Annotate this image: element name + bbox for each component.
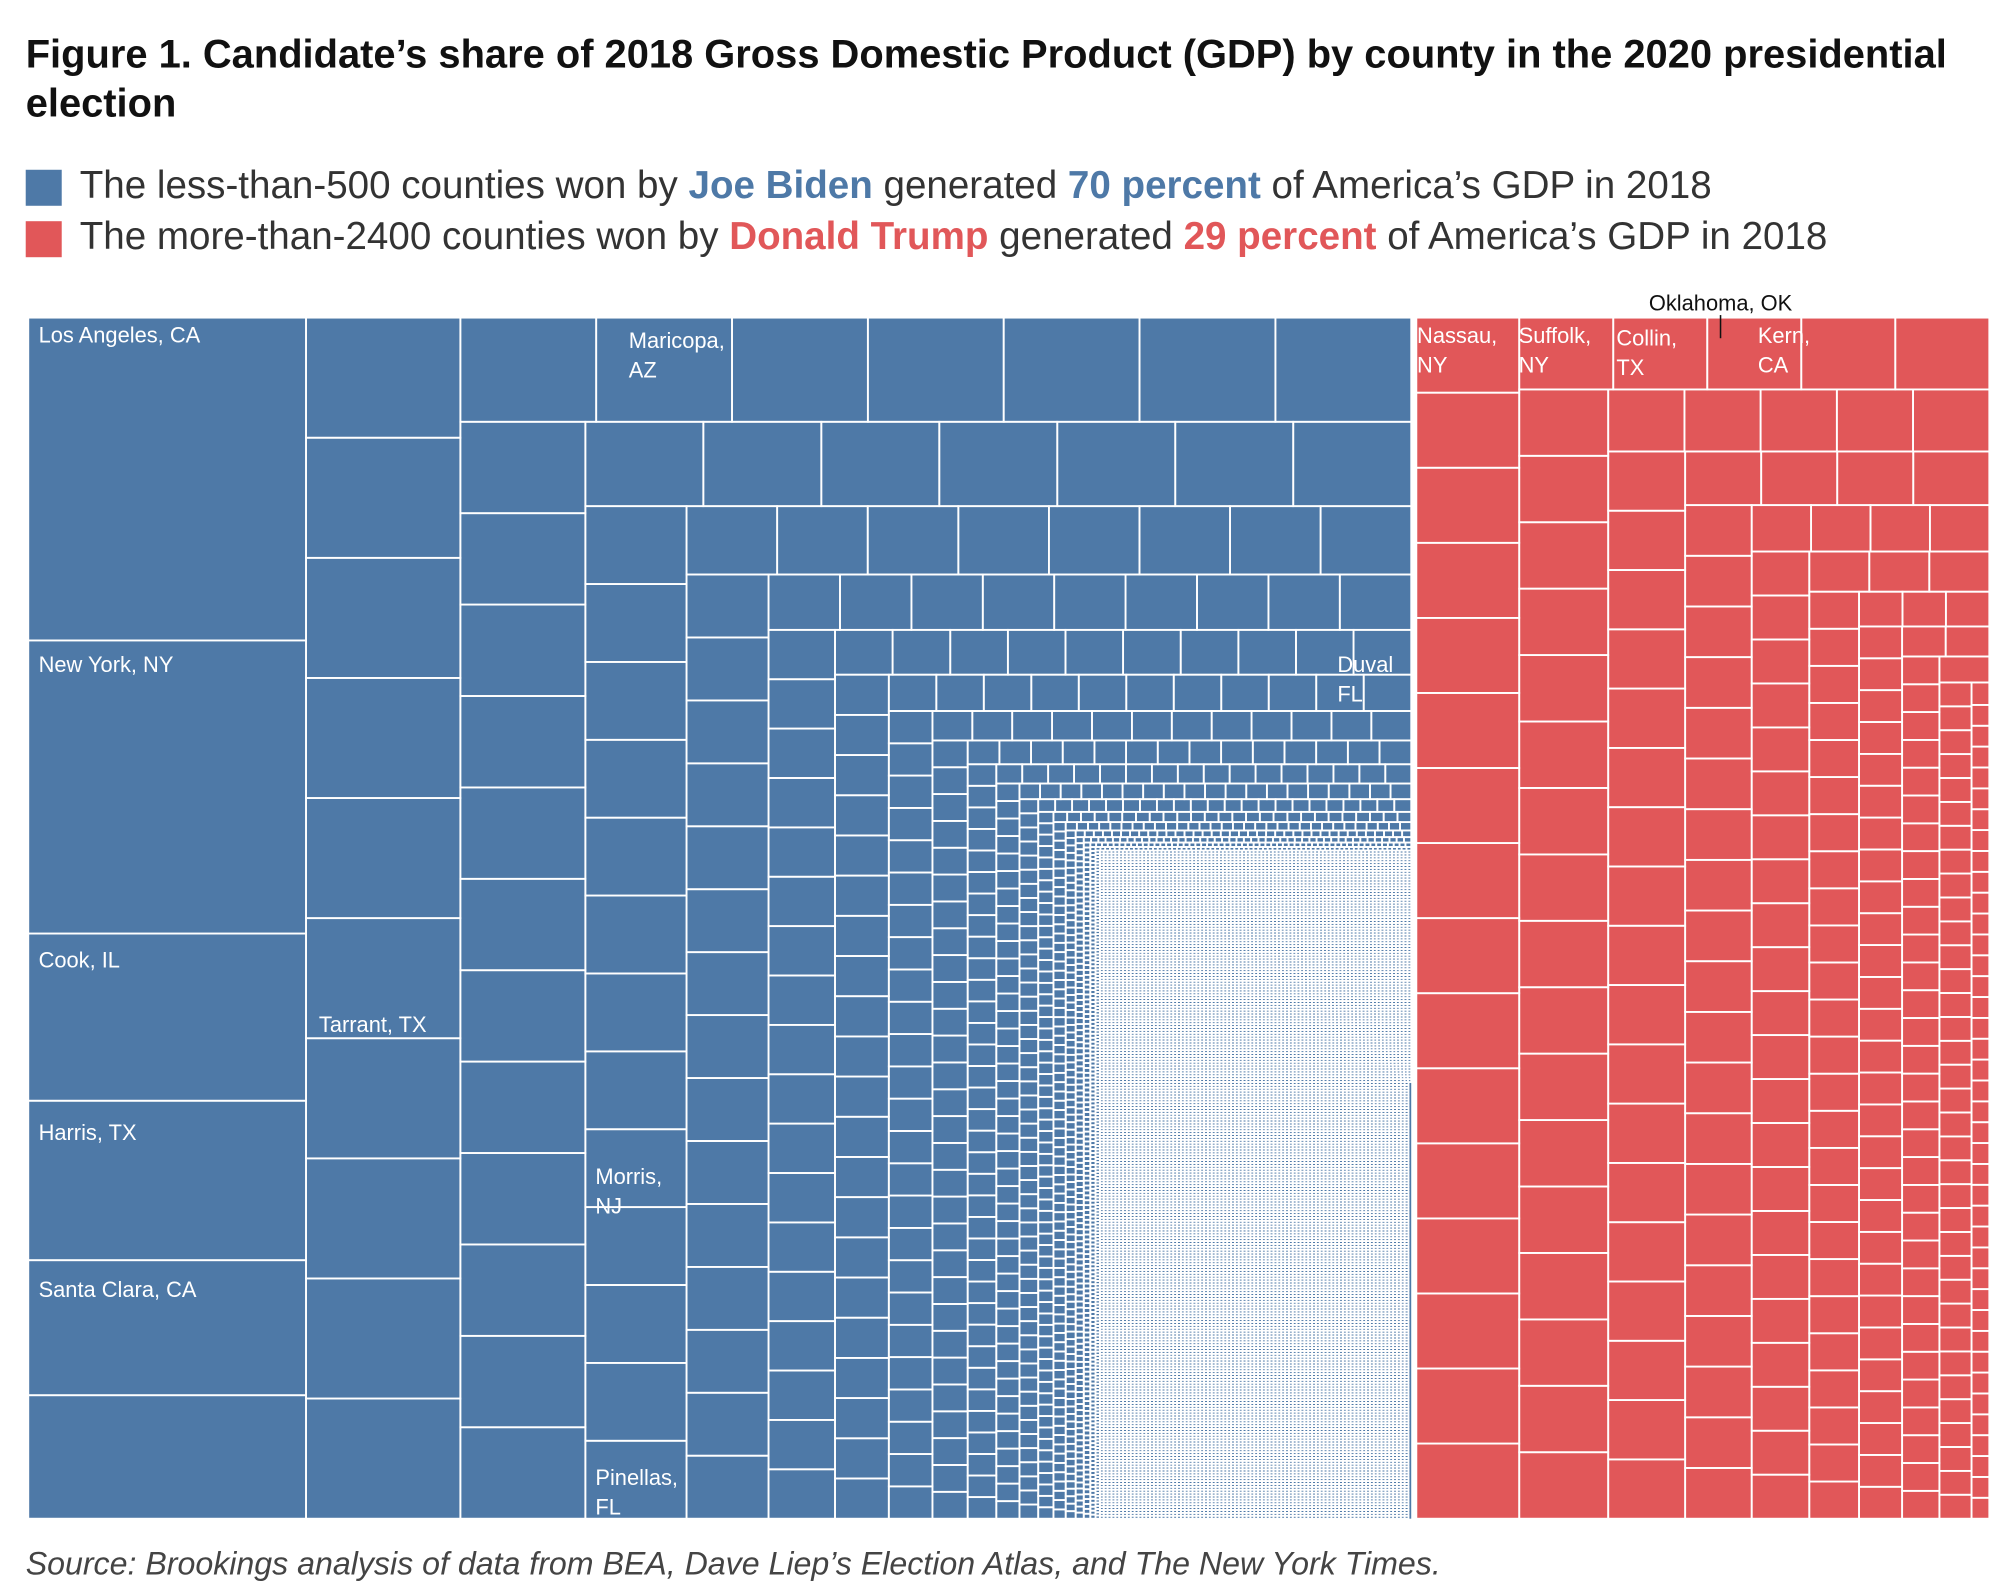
legend-value-label: 70 percent bbox=[1068, 164, 1261, 207]
legend-middle: generated bbox=[873, 164, 1068, 207]
legend-name: Joe Biden bbox=[689, 164, 873, 207]
legend-swatch bbox=[26, 221, 62, 257]
legend-suffix: of America’s GDP in 2018 bbox=[1377, 215, 1828, 258]
legend-text: The less-than-500 counties won by Joe Bi… bbox=[80, 164, 1712, 207]
legend-value-label: 29 percent bbox=[1184, 215, 1377, 258]
legend-prefix: The more-than-2400 counties won by bbox=[80, 215, 730, 258]
legend-text: The more-than-2400 counties won by Donal… bbox=[80, 215, 1828, 258]
legend-prefix: The less-than-500 counties won by bbox=[80, 164, 689, 207]
legend-swatch bbox=[26, 170, 62, 206]
chart-title: Figure 1. Candidate’s share of 2018 Gros… bbox=[26, 32, 1947, 125]
legend-name: Donald Trump bbox=[729, 215, 988, 258]
legend-middle: generated bbox=[988, 215, 1183, 258]
legend-suffix: of America’s GDP in 2018 bbox=[1261, 164, 1712, 207]
